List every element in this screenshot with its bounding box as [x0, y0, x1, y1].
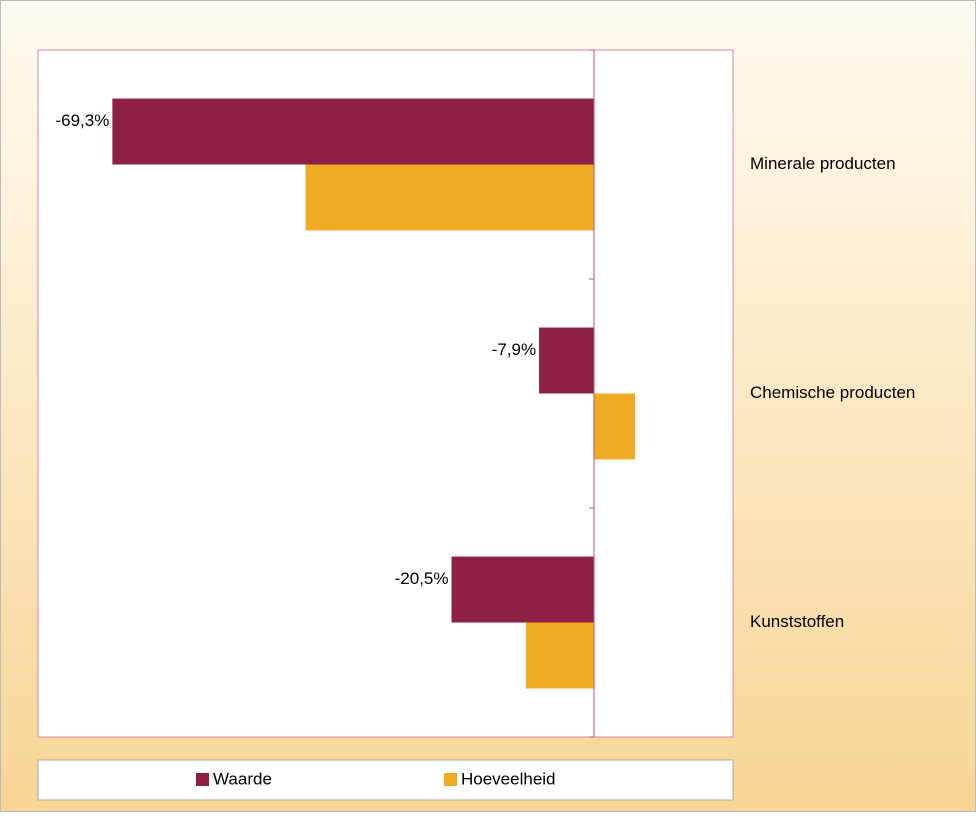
- bar: [539, 327, 594, 394]
- bar: [112, 98, 595, 165]
- bar: [594, 393, 636, 460]
- legend-swatch: [196, 773, 209, 786]
- bar: [451, 556, 594, 623]
- data-label: -20,5%: [395, 569, 449, 588]
- category-label: Minerale producten: [750, 154, 896, 173]
- legend-label: Hoeveelheid: [461, 769, 556, 788]
- bar: [525, 622, 594, 689]
- data-label: -69,3%: [55, 111, 109, 130]
- bar: [305, 164, 594, 231]
- category-label: Kunststoffen: [750, 612, 844, 631]
- legend-swatch: [444, 773, 457, 786]
- legend-label: Waarde: [213, 769, 272, 788]
- data-label: -7,9%: [492, 340, 536, 359]
- category-label: Chemische producten: [750, 383, 915, 402]
- legend-box: [37, 759, 734, 801]
